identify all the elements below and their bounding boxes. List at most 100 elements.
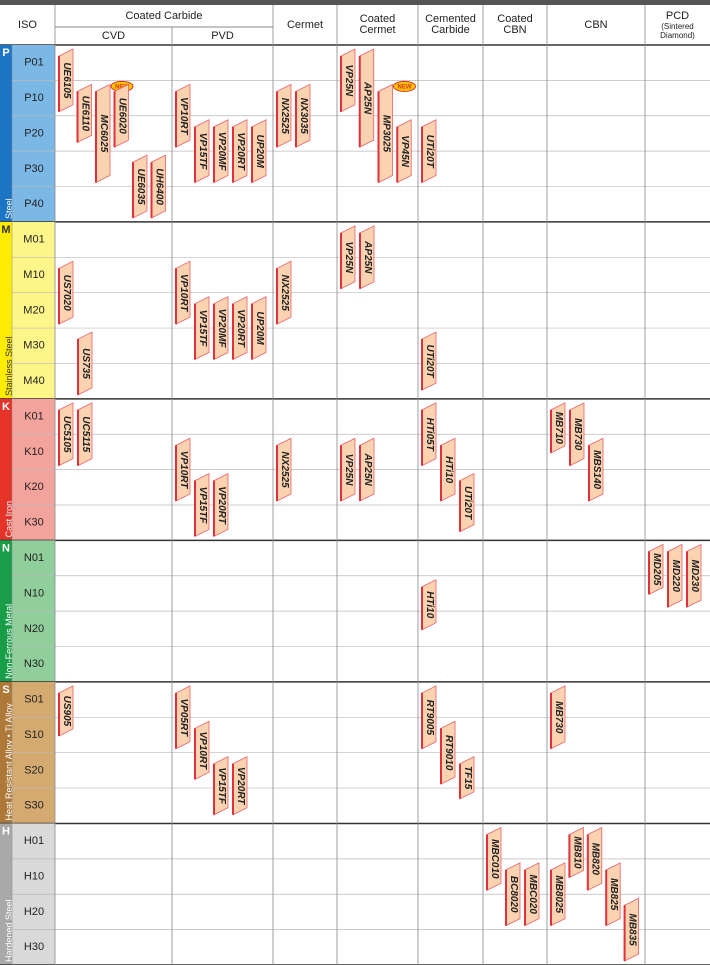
group-band xyxy=(0,45,12,222)
iso-cell xyxy=(12,328,55,364)
iso-code: N30 xyxy=(24,658,44,670)
iso-code: P01 xyxy=(24,57,44,69)
grade-tag: MB835 xyxy=(623,897,639,962)
grade-tag: UC5115 xyxy=(77,402,93,467)
iso-code: S01 xyxy=(24,694,44,706)
iso-cell xyxy=(12,788,55,824)
grade-tag: VP10RT xyxy=(194,720,210,780)
group-name: Non-Ferrous Metal xyxy=(4,604,14,679)
grade-tag: UH6400 xyxy=(150,154,166,219)
grade-name: UC5115 xyxy=(80,416,91,452)
grade-tag: VP20MF xyxy=(213,296,229,361)
grade-tag: VP20RT xyxy=(232,119,248,184)
column-name: Coated CBN xyxy=(497,13,533,36)
grade-tag: VP15TF xyxy=(194,296,210,361)
column-name: PVD xyxy=(211,29,234,42)
grade-name: UTi20T xyxy=(462,486,473,520)
grade-name: VP10RT xyxy=(178,274,189,313)
group-band xyxy=(0,681,12,824)
iso-code: P40 xyxy=(24,198,44,210)
grade-name: HTi10 xyxy=(424,591,435,618)
column-header: CVD xyxy=(55,27,172,45)
grade-name: MB825 xyxy=(608,878,619,911)
grade-tag: VP05RT xyxy=(175,685,191,750)
grade-tag: US7020 xyxy=(58,260,74,325)
grade-tag: UP20M xyxy=(251,119,267,184)
grade-tag: UP20M xyxy=(251,296,267,361)
grade-name: MBC020 xyxy=(527,874,538,914)
badge-bg xyxy=(393,80,416,92)
iso-code: H30 xyxy=(24,941,44,953)
grade-tag: NX2525 xyxy=(276,260,292,325)
grade-name: AP25N xyxy=(362,452,373,486)
grade-tag: HTi10 xyxy=(440,437,456,502)
iso-code: N20 xyxy=(24,623,44,635)
iso-cell xyxy=(12,575,55,612)
grade-name: TF15 xyxy=(462,766,473,790)
grade-name: BC8020 xyxy=(508,876,519,913)
grade-tag: MP3025 NEW xyxy=(377,80,416,184)
grade-tag: VP20RT xyxy=(232,756,248,816)
grade-tag: VP15TF xyxy=(213,756,229,816)
grade-tag: US905 xyxy=(58,685,74,737)
grade-name: NX3035 xyxy=(298,98,309,135)
grade-name: VP20RT xyxy=(235,309,246,348)
grade-name: VP20RT xyxy=(235,132,246,171)
header-bg xyxy=(0,5,710,45)
grade-tag: NX2525 xyxy=(276,83,292,148)
grade-name: VP15TF xyxy=(216,767,227,805)
grade-name: VP15TF xyxy=(197,133,208,171)
grade-name: UP20M xyxy=(254,134,265,168)
grade-tag: UC5105 xyxy=(58,402,74,467)
grade-name: RT9005 xyxy=(424,700,435,736)
grade-tag: MD230 xyxy=(686,543,702,608)
grade-name: VP20MF xyxy=(216,132,227,172)
iso-code: K01 xyxy=(24,410,44,422)
grade-name: VP20MF xyxy=(216,309,227,349)
iso-cell xyxy=(12,80,55,116)
iso-code: K30 xyxy=(24,517,44,529)
grade-name: MD205 xyxy=(651,553,662,586)
iso-cell xyxy=(12,823,55,859)
grade-tag: UE6110 xyxy=(76,83,92,144)
group-band xyxy=(0,823,12,965)
iso-code: M20 xyxy=(23,304,44,316)
grade-tag: VP20RT xyxy=(232,296,248,361)
group-band xyxy=(0,221,12,399)
iso-code: N01 xyxy=(24,552,44,564)
grade-name: MB810 xyxy=(571,836,582,869)
grade-tag: VP25N xyxy=(340,48,356,113)
group-letter: K xyxy=(2,401,10,413)
iso-code: P10 xyxy=(24,92,44,104)
grade-name: UE6110 xyxy=(79,96,90,132)
grade-tag: MB820 xyxy=(586,826,603,891)
grade-name: VP15TF xyxy=(197,487,208,525)
group-name: Stainless Steel xyxy=(4,336,14,396)
grade-name: NX2525 xyxy=(279,98,290,135)
column-name: CBN xyxy=(584,18,608,31)
column-header: Coated Cermet xyxy=(337,5,418,45)
grade-tag: MBC020 xyxy=(524,862,540,927)
iso-code: N10 xyxy=(24,587,44,599)
grade-name: VP25N xyxy=(343,241,354,273)
grade-tag: MB8025 xyxy=(550,862,566,927)
column-header: PCD (Sintered Diamond) xyxy=(645,5,710,45)
grade-name: UE6035 xyxy=(135,168,146,205)
grade-tag: VP15TF xyxy=(194,472,210,538)
grade-name: AP25N xyxy=(362,240,373,274)
grade-name: MB730 xyxy=(553,701,564,734)
iso-cell xyxy=(12,292,55,329)
grade-name: MC6025 xyxy=(98,115,109,153)
iso-cell xyxy=(12,611,55,647)
iso-code: H20 xyxy=(24,906,44,918)
iso-code: K10 xyxy=(24,446,44,458)
grade-name: US735 xyxy=(80,348,91,379)
iso-code: P20 xyxy=(24,127,44,139)
iso-cell xyxy=(12,398,55,435)
grade-tag: HTi05T xyxy=(421,402,437,467)
grade-name: UE6020 xyxy=(116,98,127,135)
grade-name: US7020 xyxy=(61,275,72,312)
iso-code: M10 xyxy=(23,269,44,281)
iso-code: S20 xyxy=(24,764,44,776)
